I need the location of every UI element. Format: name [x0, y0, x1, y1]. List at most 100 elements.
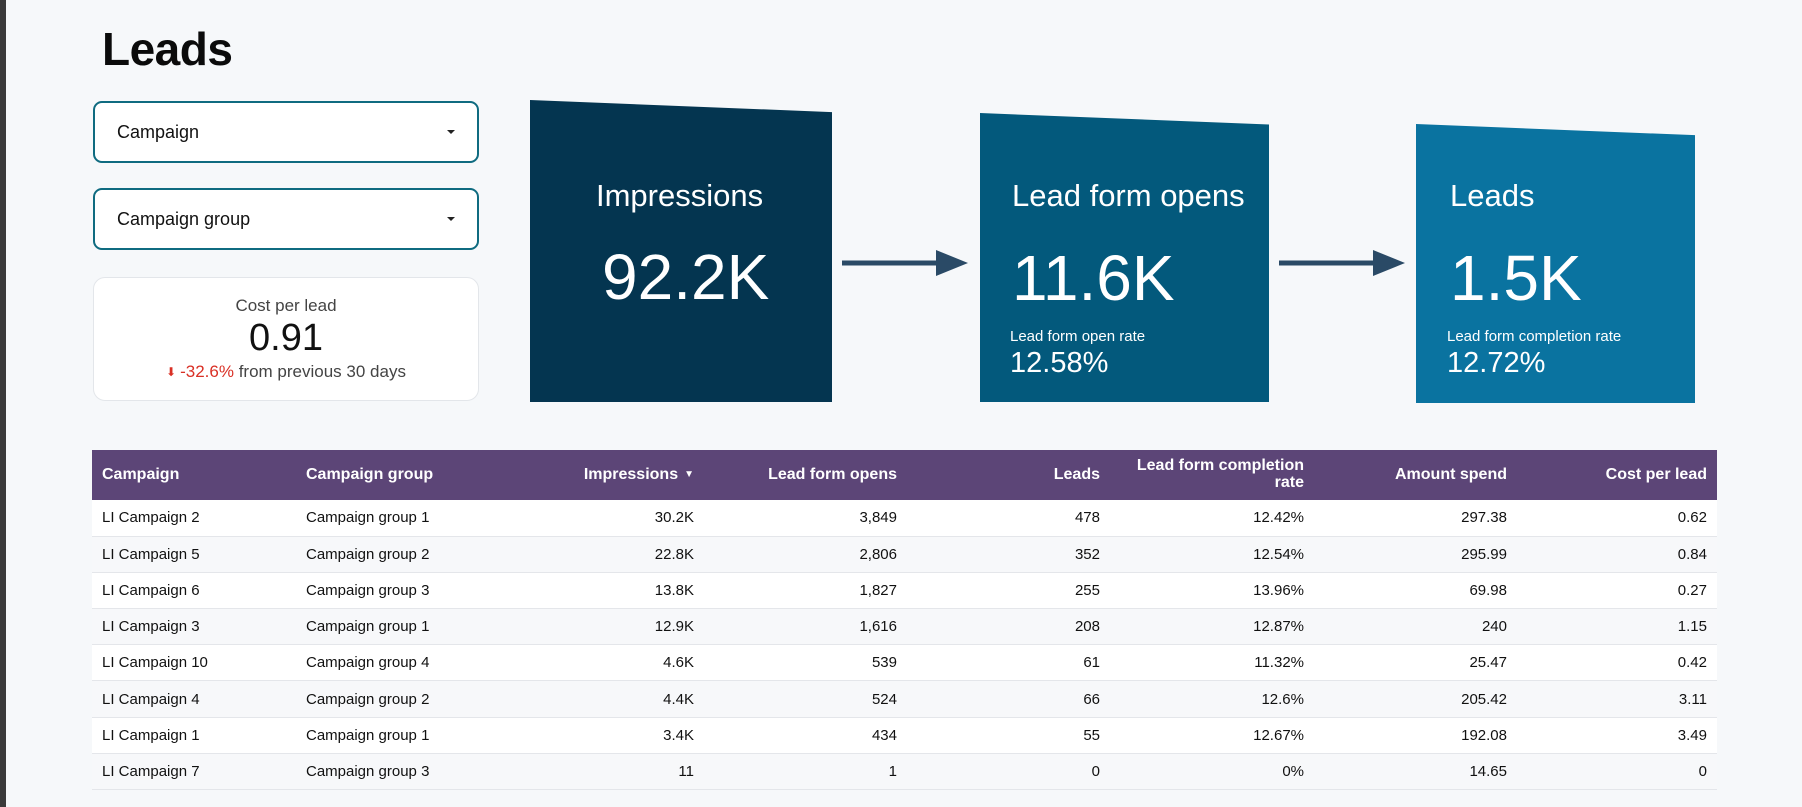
cell-lead-form-opens: 3,849	[704, 500, 907, 537]
column-header-campaign[interactable]: Campaign	[102, 465, 180, 483]
cell-cost-per-lead: 3.11	[1517, 680, 1717, 718]
cell-leads: 66	[907, 680, 1110, 718]
column-header-campaign-group[interactable]: Campaign group	[306, 465, 434, 483]
cell-leads: 255	[907, 572, 1110, 610]
campaign-filter-label: Campaign	[117, 121, 200, 142]
cell-amount-spend: 14.65	[1314, 753, 1517, 791]
leads-value: 1.5K	[1450, 242, 1582, 314]
column-header-impressions[interactable]: Impressions ▼	[583, 465, 694, 483]
cell-campaign-group: Campaign group 2	[296, 680, 500, 718]
cell-amount-spend: 295.99	[1314, 536, 1517, 573]
cell-lead-form-opens: 434	[704, 717, 907, 754]
scorecard-comparison: ⬇ -32.6% from previous 30 days	[94, 362, 478, 382]
cell-lead-form-completion-rate: 12.6%	[1110, 680, 1314, 718]
table-row[interactable]: LI Campaign 2 Campaign group 1 30.2K 3,849 4…	[92, 500, 1717, 537]
cell-lead-form-completion-rate: 12.87%	[1110, 608, 1314, 646]
cell-amount-spend: 192.08	[1314, 717, 1517, 754]
cell-cost-per-lead: 0.62	[1517, 500, 1717, 537]
cell-cost-per-lead: 1.15	[1517, 608, 1717, 646]
scorecard-delta: -32.6%	[180, 361, 234, 381]
cell-impressions: 4.4K	[500, 680, 704, 718]
column-header-lead-form-completion-rate[interactable]: Lead form completion rate	[1136, 457, 1304, 491]
impressions-title: Impressions	[596, 178, 764, 213]
cell-lead-form-opens: 539	[704, 644, 907, 682]
column-header-lead-form-opens[interactable]: Lead form opens	[768, 465, 897, 483]
funnel-arrow-icon	[842, 250, 968, 276]
cell-campaign: LI Campaign 10	[92, 644, 296, 682]
campaign-filter-dropdown[interactable]: Campaign	[93, 101, 479, 163]
scorecard-delta-suffix: from previous 30 days	[238, 361, 406, 381]
cell-cost-per-lead: 0.84	[1517, 536, 1717, 573]
column-header-cost-per-lead[interactable]: Cost per lead	[1605, 465, 1707, 483]
table-row[interactable]: LI Campaign 6 Campaign group 3 13.8K 1,827 2…	[92, 572, 1717, 610]
cell-campaign: LI Campaign 3	[92, 608, 296, 646]
cell-campaign: LI Campaign 7	[92, 753, 296, 791]
table-row[interactable]: LI Campaign 5 Campaign group 2 22.8K 2,806 3…	[92, 536, 1717, 573]
cell-campaign: LI Campaign 1	[92, 717, 296, 754]
cell-amount-spend: 297.38	[1314, 500, 1517, 537]
cell-lead-form-completion-rate: 11.32%	[1110, 644, 1314, 682]
table-row[interactable]: LI Campaign 10 Campaign group 4 4.6K 539 61 1…	[92, 644, 1717, 682]
funnel-arrow-icon	[1279, 250, 1405, 276]
impressions-value: 92.2K	[602, 241, 770, 313]
cell-impressions: 11	[500, 753, 704, 791]
cell-cost-per-lead: 3.49	[1517, 717, 1717, 754]
cell-cost-per-lead: 0.27	[1517, 572, 1717, 610]
arrow-down-icon: ⬇	[166, 364, 177, 379]
cell-campaign-group: Campaign group 2	[296, 536, 500, 573]
cell-impressions: 12.9K	[500, 608, 704, 646]
table-row[interactable]: LI Campaign 3 Campaign group 1 12.9K 1,616 2…	[92, 608, 1717, 646]
cell-lead-form-opens: 2,806	[704, 536, 907, 573]
scorecard-label: Cost per lead	[235, 296, 337, 315]
table-row[interactable]: LI Campaign 7 Campaign group 3 11 1 0 0% 14.65…	[92, 753, 1717, 791]
cell-leads: 0	[907, 753, 1110, 791]
table-row[interactable]: LI Campaign 4 Campaign group 2 4.4K 524 66 12…	[92, 680, 1717, 718]
window-edge	[0, 0, 6, 807]
table-header-row: Campaign Campaign group Impressions ▼ Lea…	[92, 450, 1717, 500]
column-header-leads[interactable]: Leads	[1053, 465, 1100, 483]
lead-form-open-rate-label: Lead form open rate	[1010, 328, 1146, 345]
chevron-down-icon	[447, 130, 455, 134]
cell-cost-per-lead: 0.42	[1517, 644, 1717, 682]
campaign-group-filter-label: Campaign group	[117, 208, 251, 229]
cell-leads: 55	[907, 717, 1110, 754]
lead-form-completion-rate-label: Lead form completion rate	[1447, 328, 1622, 345]
cell-campaign-group: Campaign group 1	[296, 500, 500, 537]
cell-lead-form-opens: 1	[704, 753, 907, 791]
cell-impressions: 4.6K	[500, 644, 704, 682]
campaign-table: Campaign Campaign group Impressions ▼ Lea…	[92, 450, 1717, 791]
table-row[interactable]: LI Campaign 1 Campaign group 1 3.4K 434 55 12…	[92, 717, 1717, 754]
cell-lead-form-completion-rate: 13.96%	[1110, 572, 1314, 610]
cell-impressions: 30.2K	[500, 500, 704, 537]
scorecard-value: 0.91	[249, 317, 323, 359]
cell-campaign: LI Campaign 4	[92, 680, 296, 718]
cell-leads: 208	[907, 608, 1110, 646]
lead-form-completion-rate-value: 12.72%	[1447, 347, 1546, 379]
cell-campaign-group: Campaign group 4	[296, 644, 500, 682]
cell-campaign: LI Campaign 5	[92, 536, 296, 573]
cell-amount-spend: 240	[1314, 608, 1517, 646]
cell-campaign-group: Campaign group 3	[296, 572, 500, 610]
cell-cost-per-lead: 0	[1517, 753, 1717, 791]
leads-funnel-box: Leads 1.5K Lead form completion rate 12.…	[1416, 124, 1695, 403]
cell-impressions: 3.4K	[500, 717, 704, 754]
cost-per-lead-scorecard: Cost per lead 0.91 ⬇ -32.6% from previous…	[93, 277, 479, 401]
cell-leads: 61	[907, 644, 1110, 682]
cell-impressions: 22.8K	[500, 536, 704, 573]
cell-leads: 352	[907, 536, 1110, 573]
cell-impressions: 13.8K	[500, 572, 704, 610]
cell-campaign-group: Campaign group 3	[296, 753, 500, 791]
campaign-group-filter-dropdown[interactable]: Campaign group	[93, 188, 479, 250]
cell-campaign: LI Campaign 6	[92, 572, 296, 610]
lead-form-opens-title: Lead form opens	[1012, 178, 1245, 213]
sort-descending-icon[interactable]: ▼	[684, 468, 694, 480]
cell-amount-spend: 69.98	[1314, 572, 1517, 610]
page-title: Leads	[102, 23, 233, 75]
cell-campaign-group: Campaign group 1	[296, 717, 500, 754]
cell-lead-form-completion-rate: 12.67%	[1110, 717, 1314, 754]
column-header-amount-spend[interactable]: Amount spend	[1395, 465, 1507, 483]
chevron-down-icon	[447, 217, 455, 221]
cell-lead-form-opens: 1,616	[704, 608, 907, 646]
cell-amount-spend: 205.42	[1314, 680, 1517, 718]
cell-lead-form-completion-rate: 0%	[1110, 753, 1314, 791]
